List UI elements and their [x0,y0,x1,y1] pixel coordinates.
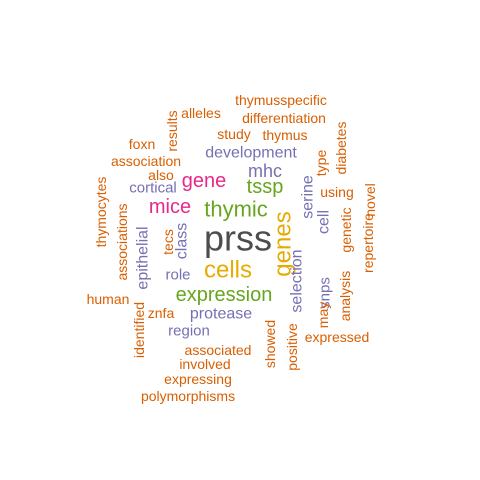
word-class: class [174,223,191,259]
word-alleles: alleles [181,105,221,121]
word-cells: cells [204,257,252,284]
word-protease: protease [190,306,252,323]
word-association: association [111,153,181,169]
word-polymorphisms: polymorphisms [141,388,235,404]
word-genetic: genetic [338,207,354,252]
word-associations: associations [114,203,130,280]
word-analysis: analysis [337,271,353,322]
word-region: region [168,323,210,340]
word-mhc: mhc [248,161,282,181]
word-cell: cell [316,210,333,234]
word-selection: selection [289,249,306,312]
word-expressing: expressing [164,371,232,387]
word-may: may [315,302,331,328]
word-results: results [164,110,180,151]
word-associated: associated [185,342,252,358]
word-positive: positive [284,323,300,371]
word-expressed: expressed [305,329,370,345]
word-development: development [205,145,297,162]
word-thymus: thymus [262,127,307,143]
word-involved: involved [179,356,230,372]
word-foxn: foxn [129,136,155,152]
word-snps: snps [317,277,334,309]
word-mice: mice [149,196,191,218]
word-tssp: tssp [247,176,284,198]
word-role: role [165,267,190,284]
word-also: also [148,167,174,183]
word-gene: gene [182,170,227,192]
word-study: study [217,126,250,142]
word-epithelial: epithelial [135,226,152,289]
word-tecs: tecs [160,229,176,255]
word-differentiation: differentiation [242,110,326,126]
word-serine: serine [300,175,317,219]
word-thymic: thymic [204,197,268,222]
word-human: human [87,291,130,307]
word-novel: novel [362,183,378,216]
word-thymusspecific: thymusspecific [235,92,327,108]
word-znfa: znfa [148,305,175,321]
word-repertoire: repertoire [360,213,376,273]
word-expression: expression [176,284,273,306]
word-genes: genes [270,211,297,276]
word-cortical: cortical [129,180,177,197]
word-thymocytes: thymocytes [93,177,109,248]
word-showed: showed [262,320,278,368]
word-type: type [313,150,329,177]
word-diabetes: diabetes [333,122,349,175]
word-using: using [320,184,353,200]
word-prss: prss [204,218,272,259]
word-identified: identified [131,302,147,358]
